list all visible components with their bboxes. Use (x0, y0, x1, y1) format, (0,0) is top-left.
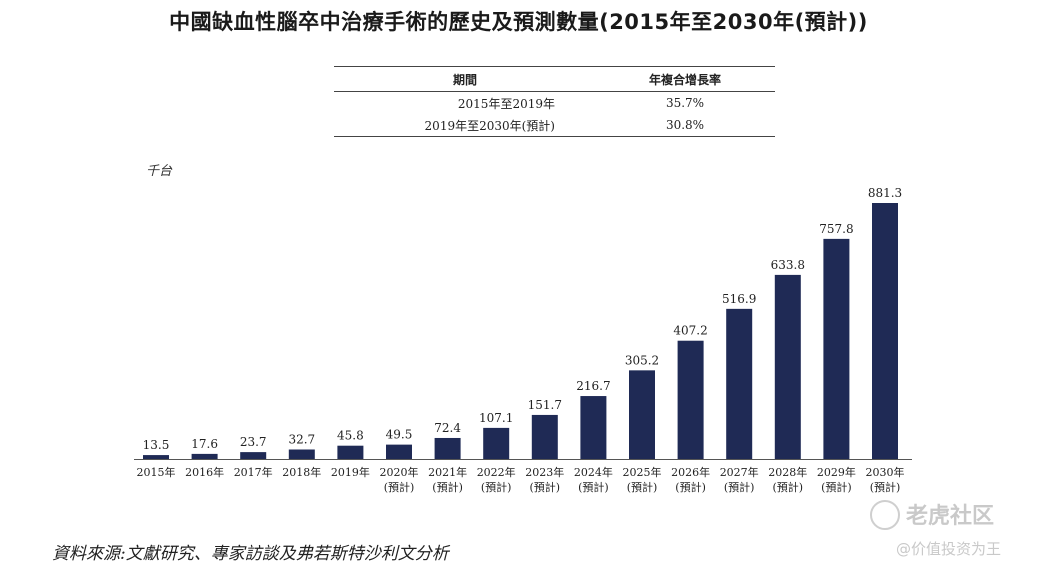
value-label: 17.6 (191, 437, 218, 451)
period-cell: 2019年至2030年(預計) (334, 114, 595, 137)
unit-label: 千台 (146, 164, 173, 179)
bar (823, 238, 850, 459)
category-label: 2018年 (282, 465, 321, 479)
cagr-cell: 35.7% (665, 96, 705, 110)
value-label: 151.7 (528, 398, 562, 412)
bar (288, 449, 315, 459)
category-sublabel: (預計) (481, 480, 512, 494)
value-label: 516.9 (722, 292, 756, 306)
category-label: 2026年 (671, 465, 710, 479)
category-sublabel: (預計) (821, 480, 852, 494)
category-label: 2025年 (623, 465, 662, 479)
value-label: 49.5 (386, 428, 413, 442)
table-row: 2015年至2019年 35.7% (334, 92, 775, 115)
bar (872, 203, 898, 459)
value-label: 107.1 (479, 411, 513, 425)
bar (240, 452, 267, 459)
period-header: 期間 (334, 66, 595, 92)
bar (434, 437, 461, 459)
tiger-logo-icon (870, 500, 900, 530)
bar (483, 427, 510, 459)
bar (531, 414, 558, 459)
bar (774, 274, 801, 459)
category-label: 2022年 (477, 465, 516, 479)
period-cell: 2015年至2019年 (457, 96, 555, 111)
category-label: 2021年 (428, 465, 467, 479)
table-row: 2019年至2030年(預計) 30.8% (334, 114, 775, 137)
category-label: 2024年 (574, 465, 613, 479)
watermark-brand-text: 老虎社区 (906, 504, 995, 529)
category-label: 2015年 (137, 465, 176, 479)
source-note: 資料來源:文獻研究、專家訪談及弗若斯特沙利文分析 (52, 544, 449, 564)
value-label: 216.7 (576, 379, 610, 393)
category-sublabel: (預計) (432, 480, 463, 494)
value-label: 32.7 (288, 433, 315, 447)
watermark-handle: @价值投资为王 (896, 540, 1002, 558)
category-label: 2028年 (768, 465, 807, 479)
cagr-header: 年複合增長率 (595, 66, 775, 92)
cagr-table: 期間 年複合增長率 2015年至2019年 35.7% 2019年至2030年(… (334, 66, 775, 137)
value-label: 45.8 (337, 429, 364, 443)
category-sublabel: (預計) (530, 480, 561, 494)
bar (580, 396, 607, 459)
category-sublabel: (預計) (870, 480, 901, 494)
bar (191, 453, 218, 459)
bar (677, 340, 704, 459)
value-label: 72.4 (434, 421, 461, 435)
bar (386, 444, 412, 459)
value-label: 757.8 (819, 222, 853, 236)
bar (143, 455, 169, 459)
bar (726, 308, 753, 459)
cagr-cell: 30.8% (595, 114, 775, 137)
value-label: 407.2 (673, 324, 707, 338)
category-label: 2016年 (185, 465, 224, 479)
category-sublabel: (預計) (675, 480, 706, 494)
category-label: 2030年 (866, 465, 905, 479)
value-label: 633.8 (771, 258, 805, 272)
category-label: 2020年 (380, 465, 419, 479)
page-title: 中國缺血性腦卒中治療手術的歷史及預測數量(2015年至2030年(預計)) (169, 10, 868, 34)
bar (629, 370, 655, 459)
value-label: 881.3 (868, 186, 902, 200)
category-label: 2023年 (525, 465, 564, 479)
value-label: 305.2 (625, 353, 659, 367)
category-label: 2019年 (331, 465, 370, 479)
value-label: 23.7 (240, 435, 267, 449)
bar (337, 445, 364, 459)
category-label: 2027年 (720, 465, 759, 479)
watermark-brand: 老虎社区 (870, 498, 994, 532)
category-label: 2017年 (234, 465, 273, 479)
category-sublabel: (預計) (384, 480, 415, 494)
cagr-table-header: 期間 年複合增長率 (334, 66, 775, 92)
category-sublabel: (預計) (578, 480, 609, 494)
category-sublabel: (預計) (773, 480, 804, 494)
category-sublabel: (預計) (627, 480, 658, 494)
category-label: 2029年 (817, 465, 856, 479)
value-label: 13.5 (143, 438, 170, 452)
category-sublabel: (預計) (724, 480, 755, 494)
